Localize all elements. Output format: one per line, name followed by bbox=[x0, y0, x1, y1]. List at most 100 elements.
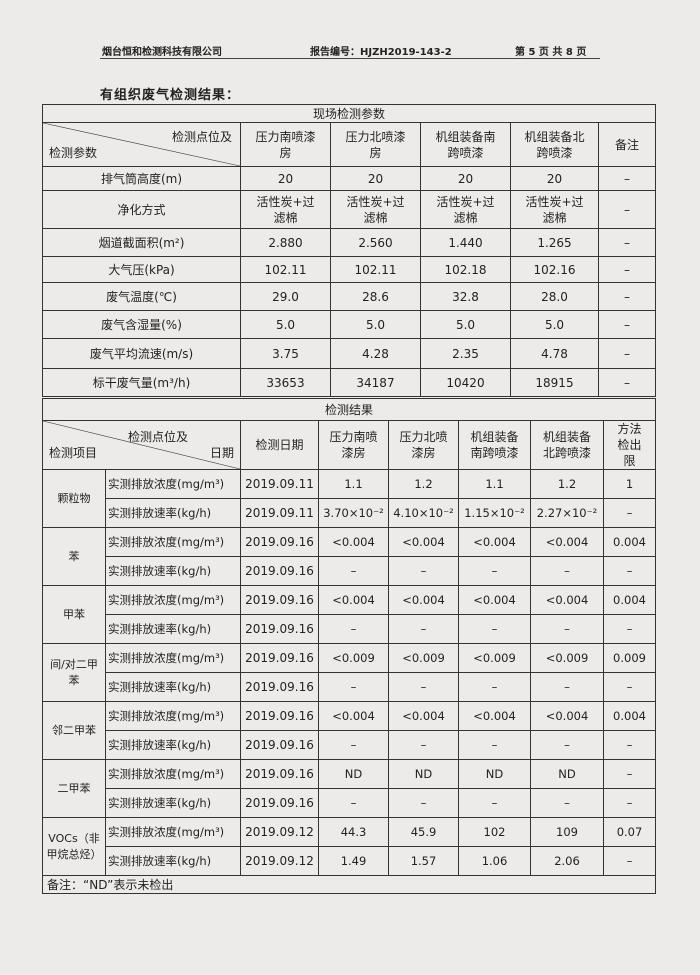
value-cell: 102.11 bbox=[330, 256, 421, 283]
value-cell: – bbox=[602, 730, 657, 760]
value-cell: – bbox=[602, 614, 657, 644]
column-header: 检测日期 bbox=[240, 420, 319, 470]
date-cell: 2019.09.12 bbox=[240, 817, 319, 847]
date-cell: 2019.09.16 bbox=[240, 788, 319, 818]
value-cell: 0.004 bbox=[602, 527, 657, 557]
corner-top-label: 检测点位及 bbox=[171, 129, 232, 144]
param-label: 实测排放浓度(mg/m³) bbox=[105, 759, 241, 789]
site-params-table: 现场检测参数 检测点位及 检测参数 压力南喷漆房 压力北喷漆房 机组装备南跨喷漆 机组… bbox=[41, 104, 657, 397]
row-label: 烟道截面积(m²) bbox=[42, 228, 241, 257]
value-cell: 32.8 bbox=[420, 282, 511, 311]
param-label: 实测排放浓度(mg/m³) bbox=[105, 527, 241, 557]
value-cell: – bbox=[388, 556, 459, 586]
date-cell: 2019.09.16 bbox=[240, 643, 319, 673]
date-cell: 2019.09.16 bbox=[240, 730, 319, 760]
value-cell: – bbox=[388, 614, 459, 644]
value-cell: <0.004 bbox=[530, 527, 604, 557]
value-cell: <0.004 bbox=[458, 527, 531, 557]
value-cell: – bbox=[597, 368, 657, 397]
value-cell: ND bbox=[530, 759, 604, 789]
value-cell: 20 bbox=[330, 166, 421, 191]
value-cell: 28.0 bbox=[510, 282, 599, 311]
param-label: 实测排放速率(kg/h) bbox=[105, 846, 241, 876]
corner-right-label: 日期 bbox=[209, 446, 234, 460]
value-cell: – bbox=[597, 338, 657, 369]
value-cell: – bbox=[458, 614, 531, 644]
param-label: 实测排放浓度(mg/m³) bbox=[105, 701, 241, 731]
value-cell: – bbox=[602, 846, 657, 876]
value-cell: 1.265 bbox=[510, 228, 599, 257]
param-label: 实测排放速率(kg/h) bbox=[105, 730, 241, 760]
value-cell: 1.06 bbox=[458, 846, 531, 876]
value-cell: – bbox=[530, 788, 604, 818]
table-row: 烟道截面积(m²) 2.880 2.560 1.440 1.265– bbox=[42, 228, 657, 257]
table-row: 间/对二甲苯 实测排放浓度(mg/m³) 2019.09.16 <0.009 <0.00… bbox=[42, 643, 657, 702]
value-cell: 1.2 bbox=[388, 469, 459, 499]
value-cell: 2.27×10⁻² bbox=[530, 498, 604, 528]
date-cell: 2019.09.16 bbox=[240, 614, 319, 644]
value-cell: 5.0 bbox=[330, 310, 421, 339]
value-cell: ND bbox=[318, 759, 389, 789]
value-cell: – bbox=[388, 788, 459, 818]
value-cell: – bbox=[602, 498, 657, 528]
value-cell: – bbox=[458, 730, 531, 760]
value-cell: <0.004 bbox=[388, 585, 459, 615]
value-cell: 1.49 bbox=[318, 846, 389, 876]
value-cell: 29.0 bbox=[240, 282, 331, 311]
value-cell: <0.004 bbox=[458, 701, 531, 731]
value-cell: 102.11 bbox=[240, 256, 331, 283]
value-cell: <0.004 bbox=[388, 701, 459, 731]
row-label: 废气含湿量(%) bbox=[42, 310, 241, 339]
value-cell: 4.10×10⁻² bbox=[388, 498, 459, 528]
results-table: 检测结果 检测点位及 检测项目 日期 检测日期 压力南喷漆房 压力北喷漆房 机组装备南… bbox=[41, 398, 657, 894]
value-cell: <0.004 bbox=[318, 527, 389, 557]
value-cell: – bbox=[530, 730, 604, 760]
value-cell: 20 bbox=[420, 166, 511, 191]
value-cell: <0.004 bbox=[318, 585, 389, 615]
corner-bottom-label: 检测参数 bbox=[49, 145, 98, 160]
item-name: 二甲苯 bbox=[42, 759, 106, 818]
value-cell: 102.18 bbox=[420, 256, 511, 283]
value-cell: 44.3 bbox=[318, 817, 389, 847]
value-cell: – bbox=[318, 614, 389, 644]
value-cell: 0.07 bbox=[602, 817, 657, 847]
results-title: 检测结果 bbox=[41, 398, 657, 421]
column-header: 压力南喷漆房 bbox=[318, 420, 389, 470]
table-row: 废气平均流速(m/s) 3.75 4.28 2.35 4.78– bbox=[42, 338, 657, 369]
value-cell: ND bbox=[458, 759, 531, 789]
table-row: 废气温度(℃) 29.0 28.6 32.8 28.0– bbox=[42, 282, 657, 311]
value-cell: <0.009 bbox=[388, 643, 459, 673]
row-label: 大气压(kPa) bbox=[42, 256, 241, 283]
value-cell: <0.004 bbox=[318, 701, 389, 731]
item-name: 甲苯 bbox=[42, 585, 106, 644]
value-cell: 0.004 bbox=[602, 701, 657, 731]
param-label: 实测排放浓度(mg/m³) bbox=[105, 469, 241, 499]
value-cell: 活性炭+过滤棉 bbox=[420, 190, 511, 229]
value-cell: 45.9 bbox=[388, 817, 459, 847]
value-cell: – bbox=[602, 788, 657, 818]
column-header: 方法检出限 bbox=[602, 420, 657, 470]
value-cell: <0.004 bbox=[388, 527, 459, 557]
value-cell: 1 bbox=[602, 469, 657, 499]
table-row: 邻二甲苯 实测排放浓度(mg/m³) 2019.09.16 <0.004 <0.004 <… bbox=[42, 701, 657, 760]
section-title: 有组织废气检测结果： bbox=[100, 88, 241, 103]
value-cell: 2.06 bbox=[530, 846, 604, 876]
value-cell: <0.004 bbox=[530, 701, 604, 731]
column-header: 机组装备南跨喷漆 bbox=[420, 122, 511, 167]
value-cell: 5.0 bbox=[510, 310, 599, 339]
value-cell: – bbox=[602, 759, 657, 789]
row-label: 排气筒高度(m) bbox=[42, 166, 241, 191]
table-row: 实测排放速率(kg/h) 2019.09.16– – – – – bbox=[43, 788, 657, 818]
table-row: 二甲苯 实测排放浓度(mg/m³) 2019.09.16 ND ND ND ND – bbox=[42, 759, 657, 818]
value-cell: 3.75 bbox=[240, 338, 331, 369]
date-cell: 2019.09.11 bbox=[240, 498, 319, 528]
value-cell: – bbox=[597, 166, 657, 191]
table-row: VOCs（非甲烷总烃） 实测排放浓度(mg/m³) 2019.09.12 44.3 45… bbox=[42, 817, 657, 876]
value-cell: – bbox=[530, 672, 604, 702]
page-number: 第 5 页 共 8 页 bbox=[515, 47, 587, 58]
table-row: 苯实测排放浓度(mg/m³) 2019.09.16 <0.004 <0.004 <0.0… bbox=[42, 527, 657, 586]
item-name: 邻二甲苯 bbox=[42, 701, 106, 760]
param-label: 实测排放速率(kg/h) bbox=[105, 498, 241, 528]
value-cell: – bbox=[458, 556, 531, 586]
table-row: 标干废气量(m³/h) 33653 34187 10420 18915– bbox=[42, 368, 657, 397]
